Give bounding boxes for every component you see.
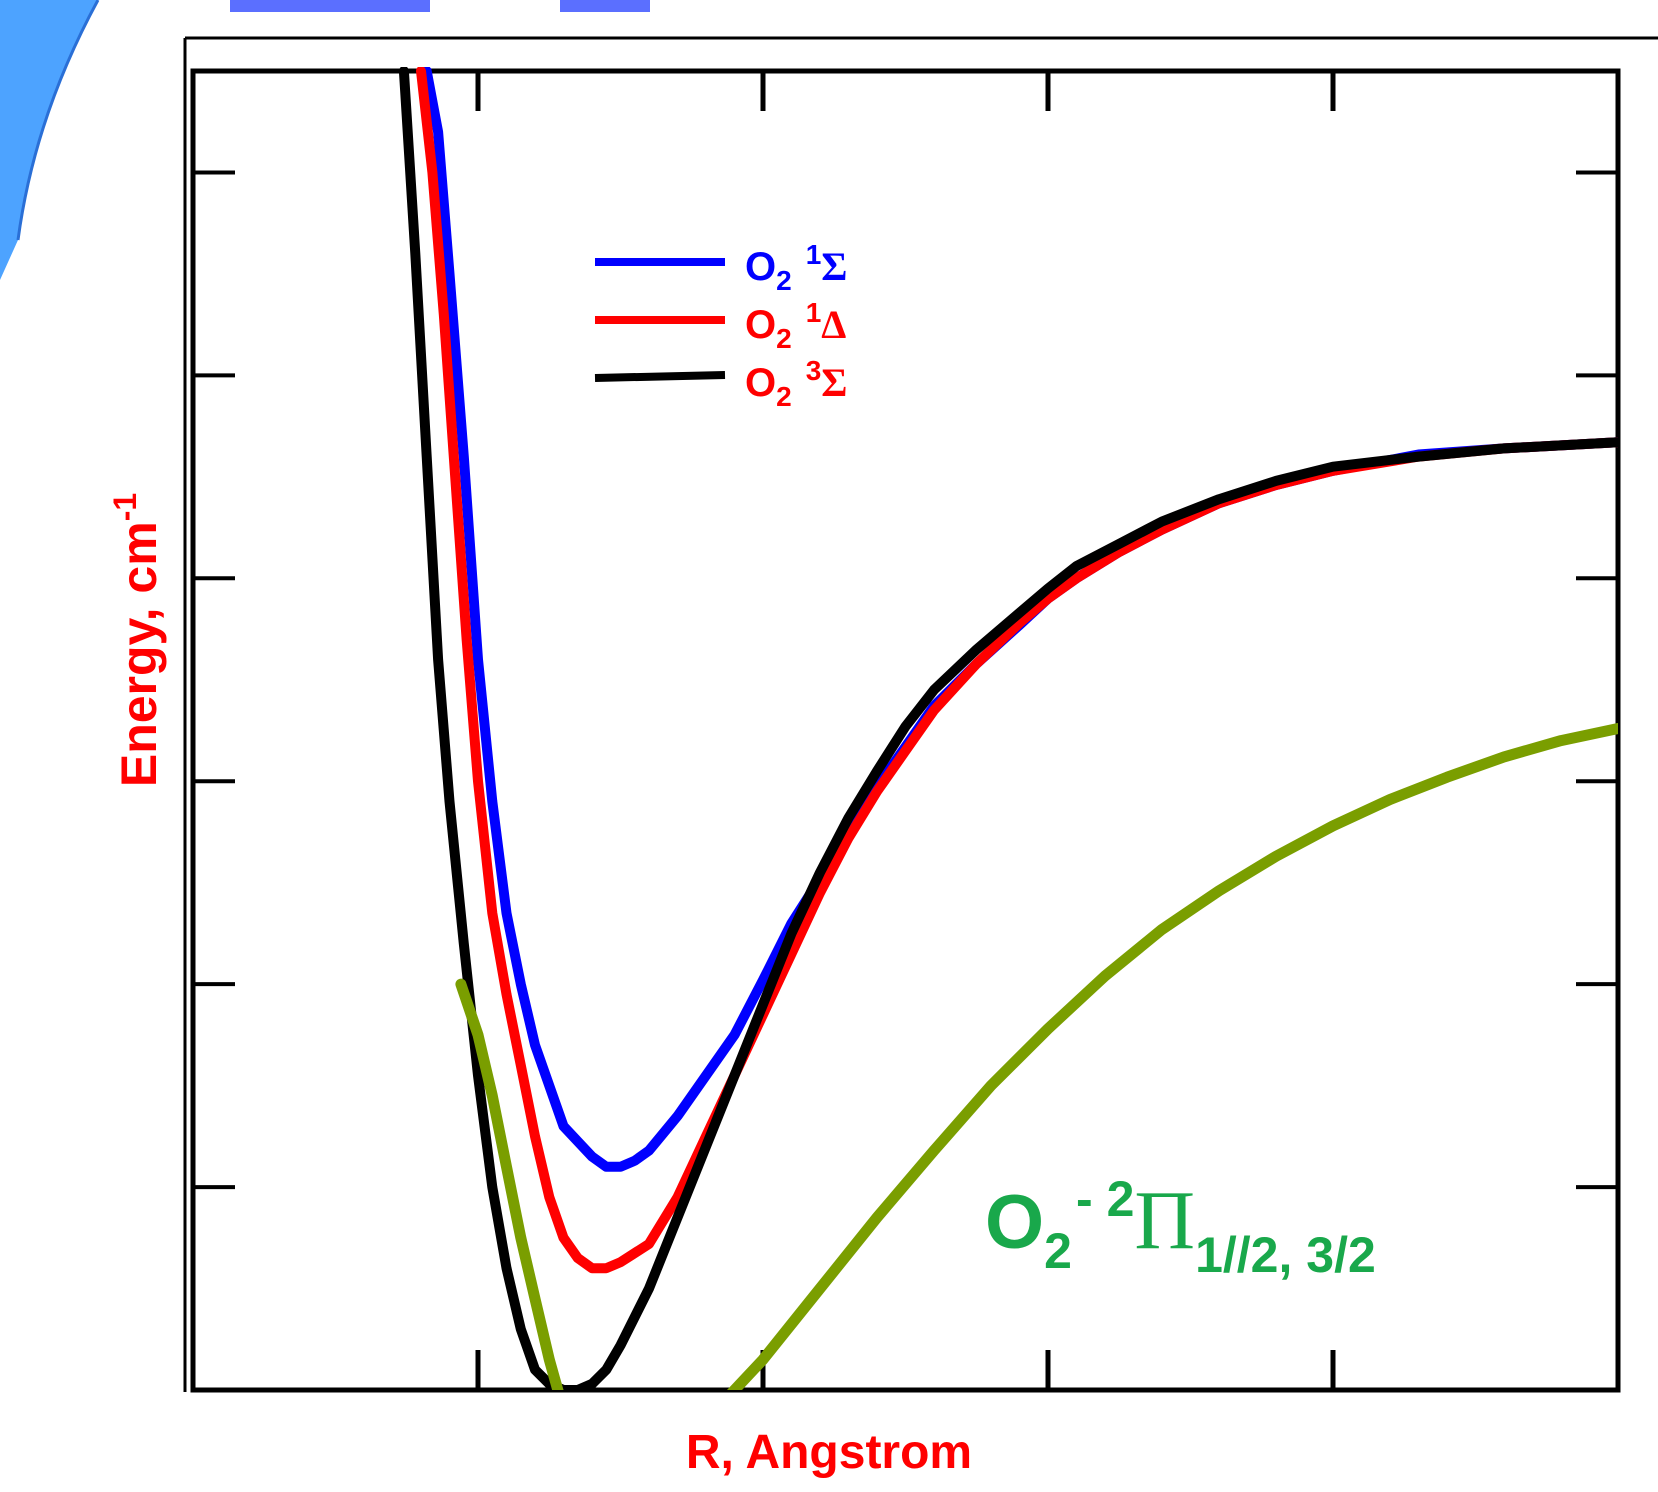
legend-label-base: O [745,245,776,289]
y-axis-label: Energy, cm-1 [107,493,167,787]
legend-label: O23Σ [745,355,847,412]
annotation-symbol-subscript: 1//2, 3/2 [1195,1227,1376,1283]
series-group [398,67,1618,1390]
annotation-label: O2- 2Π1//2, 3/2 [985,1171,1376,1283]
legend-label-superscript: 1 [806,239,822,270]
legend-label-symbol: Σ [821,244,847,289]
slide-background-swoosh-edge [16,0,100,241]
legend-label: O21Σ [745,239,847,296]
y-axis-label-box: Energy, cm-1 [107,493,167,787]
legend-label-base: O [745,361,776,405]
annotation-subscript: 2 [1044,1223,1072,1279]
legend-label-subscript: 2 [776,381,792,412]
series-line-o2_3sigma [398,67,1618,1390]
annotation-charge: - [1076,1171,1093,1227]
annotation-base: O [985,1180,1044,1265]
x-axis-label: R, Angstrom [685,1426,973,1479]
slide-background-bar [560,0,650,12]
slide-background-bar [230,0,430,12]
y-axis-label-superscript: -1 [107,493,143,521]
annotation-symbol: Π [1134,1174,1195,1267]
legend-label-base: O [745,303,776,347]
annotation-superscript: 2 [1107,1171,1135,1227]
y-axis-label-text: Energy, cm [111,521,167,787]
series-line-o2_1delta [416,67,1618,1274]
legend-label-superscript: 1 [806,297,822,328]
legend-label-subscript: 2 [776,265,792,296]
slide-background-swoosh [0,0,98,280]
legend-label: O21Δ [745,297,846,354]
series-line-o2_anion [455,723,1618,1390]
legend-label-symbol: Σ [821,360,847,405]
legend-label-subscript: 2 [776,323,792,354]
legend-label-superscript: 3 [806,355,822,386]
legend-swatch [594,371,726,382]
legend-label-symbol: Δ [821,302,846,347]
